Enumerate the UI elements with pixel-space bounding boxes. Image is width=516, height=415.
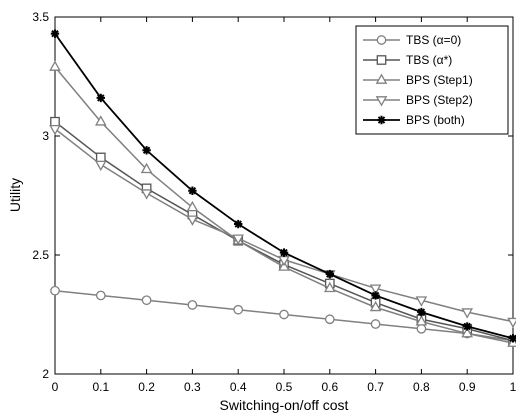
data-point xyxy=(186,200,199,212)
y-tick-label: 2 xyxy=(42,367,49,381)
x-tick-label: 0.6 xyxy=(321,380,338,394)
legend-label: BPS (both) xyxy=(406,113,465,127)
data-point xyxy=(140,189,153,200)
data-point xyxy=(95,290,106,301)
data-point xyxy=(508,334,516,343)
data-point xyxy=(95,152,106,163)
data-point xyxy=(369,300,382,312)
legend-label: TBS (α=0) xyxy=(406,33,461,47)
data-point xyxy=(324,314,335,325)
x-axis-title: Switching-on/off cost xyxy=(220,397,349,413)
x-tick-label: 0.8 xyxy=(413,380,430,394)
data-point xyxy=(50,29,60,38)
data-point xyxy=(416,323,427,334)
y-tick-label: 3.5 xyxy=(32,10,49,24)
x-tick-label: 0.4 xyxy=(230,380,247,394)
data-point xyxy=(415,315,428,326)
y-tick-label: 2.5 xyxy=(32,248,49,262)
data-point xyxy=(141,295,152,306)
data-point xyxy=(371,291,380,300)
legend-marker xyxy=(377,115,386,125)
data-point xyxy=(188,186,197,195)
data-point xyxy=(50,285,60,296)
data-point xyxy=(370,319,381,329)
y-tick-label: 3 xyxy=(42,129,49,143)
legend-label: BPS (Step2) xyxy=(406,93,473,107)
legend-marker xyxy=(376,55,387,65)
legend-entry: TBS (α*) xyxy=(363,53,452,67)
x-tick-label: 0.1 xyxy=(92,380,109,394)
data-point xyxy=(187,300,198,310)
y-axis-title: Utility xyxy=(7,178,23,212)
legend-label: TBS (α*) xyxy=(406,53,452,67)
legend-entry: BPS (Step2) xyxy=(363,93,473,107)
x-tick-label: 0.5 xyxy=(276,380,293,394)
data-point xyxy=(232,234,245,245)
legend-marker xyxy=(376,35,387,45)
legend-label: BPS (Step1) xyxy=(406,73,473,87)
series-layer xyxy=(49,29,516,347)
data-point xyxy=(142,146,151,155)
legend-marker xyxy=(375,73,388,84)
data-point xyxy=(417,307,426,317)
legend-entry: BPS (both) xyxy=(363,113,465,127)
axis-ticks: 0 0.1 0.2 0.3 0.4 0.5 0.6 0.7 0.8 0.9 1 2 2.5 3 3.5 xyxy=(32,10,516,394)
data-point xyxy=(369,284,382,295)
legend: TBS (α=0) TBS (α*) BPS (Step1) BPS (Step2) B… xyxy=(355,25,509,135)
x-tick-label: 0.7 xyxy=(367,380,384,394)
data-point xyxy=(415,296,428,307)
data-point xyxy=(234,219,243,229)
legend-entry: TBS (α=0) xyxy=(363,33,461,47)
legend-marker xyxy=(375,96,388,107)
data-point xyxy=(186,215,199,226)
data-point xyxy=(94,160,107,172)
data-point xyxy=(323,281,336,293)
data-point xyxy=(325,269,334,279)
x-tick-label: 0.2 xyxy=(138,380,155,394)
data-point xyxy=(49,60,61,71)
x-tick-label: 0 xyxy=(52,380,59,394)
data-point xyxy=(49,125,61,136)
data-point xyxy=(279,309,289,320)
data-point xyxy=(233,304,244,315)
x-tick-label: 0.3 xyxy=(184,380,201,394)
data-point xyxy=(463,322,472,331)
data-point xyxy=(279,248,289,257)
x-tick-label: 1 xyxy=(510,380,516,394)
data-point xyxy=(50,116,60,127)
data-point xyxy=(461,308,474,319)
series-5 xyxy=(50,29,516,343)
data-point xyxy=(507,317,516,329)
series-3 xyxy=(49,60,516,347)
data-point xyxy=(140,162,153,174)
data-point xyxy=(461,327,474,338)
legend-entry: BPS (Step1) xyxy=(363,73,473,87)
data-point xyxy=(96,93,105,103)
x-tick-label: 0.9 xyxy=(459,380,476,394)
data-point xyxy=(94,115,107,126)
